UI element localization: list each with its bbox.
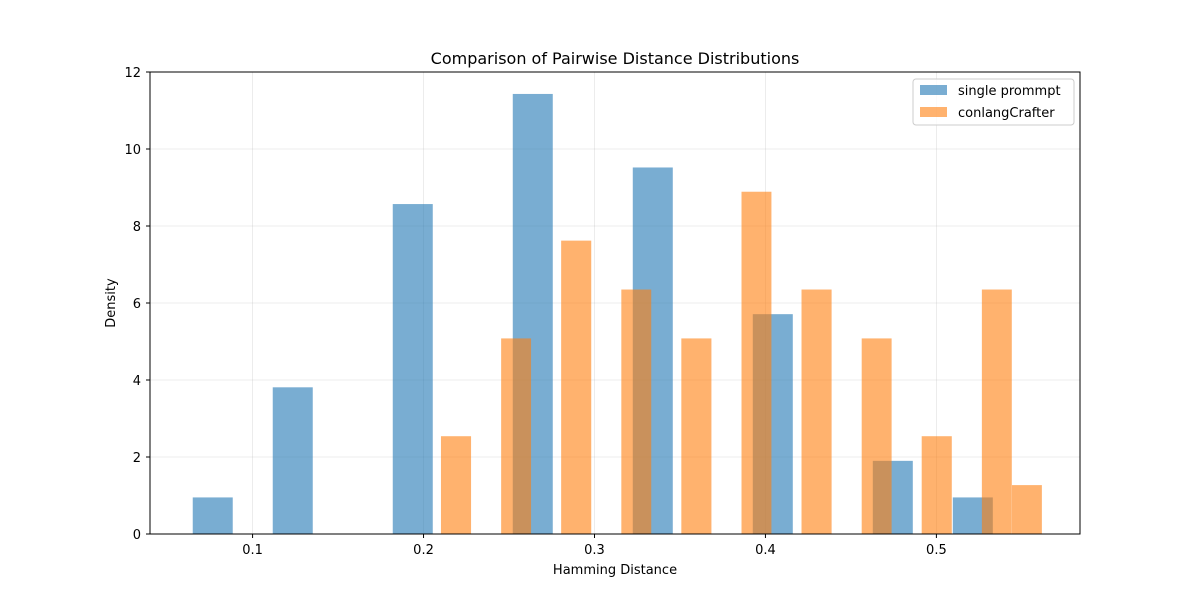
x-tick-label: 0.5	[926, 543, 947, 558]
legend-box	[912, 78, 1075, 126]
bar-conlangcrafter	[501, 338, 532, 534]
x-axis-label: Hamming Distance	[553, 563, 677, 578]
bar-conlangcrafter	[801, 289, 832, 534]
legend-swatch-single-prommpt	[920, 85, 947, 95]
x-tick-label: 0.4	[755, 543, 776, 558]
legend-swatch-conlangcrafter	[920, 107, 947, 117]
bar-conlangcrafter	[561, 240, 592, 534]
y-tick-label: 10	[124, 143, 141, 158]
y-tick-label: 4	[133, 374, 141, 389]
bar-conlangcrafter	[681, 338, 712, 534]
y-tick-label: 6	[133, 297, 141, 312]
bar-conlangcrafter	[741, 191, 772, 535]
bars	[192, 93, 1042, 535]
y-tick-label: 12	[124, 66, 141, 81]
y-tick-label: 0	[133, 528, 141, 543]
x-tick-label: 0.1	[242, 543, 263, 558]
x-tick-label: 0.2	[413, 543, 434, 558]
y-tick-label: 8	[133, 220, 141, 235]
bar-conlangcrafter	[1011, 485, 1042, 534]
x-tick-label: 0.3	[584, 543, 605, 558]
legend: single prommpt conlangCrafter	[912, 78, 1075, 126]
bar-conlangcrafter	[861, 338, 892, 534]
bar-conlangcrafter	[621, 289, 652, 534]
bar-conlangcrafter	[440, 436, 472, 534]
bar-single-prommpt	[392, 204, 433, 534]
legend-label-single-prommpt: single prommpt	[958, 84, 1061, 99]
bar-single-prommpt	[192, 497, 233, 534]
bar-conlangcrafter	[921, 436, 952, 534]
y-axis-label: Density	[104, 278, 119, 328]
bar-conlangcrafter	[981, 289, 1012, 534]
legend-label-conlangcrafter: conlangCrafter	[958, 106, 1055, 121]
bar-single-prommpt	[272, 387, 313, 534]
axis-ticks: 0.1 0.2 0.3 0.4 0.5 0 2 4 6 8 10 12	[124, 66, 946, 558]
y-tick-label: 2	[133, 451, 141, 466]
chart-title: Comparison of Pairwise Distance Distribu…	[431, 49, 800, 68]
